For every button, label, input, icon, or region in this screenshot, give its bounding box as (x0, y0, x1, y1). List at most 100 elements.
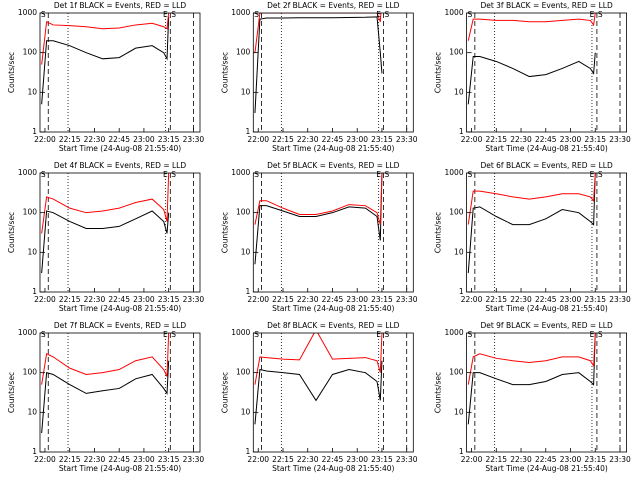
annotation: S (598, 170, 603, 179)
y-tick-label: 100 (236, 368, 251, 377)
annotation: S (254, 330, 259, 339)
x-tick-label: 22:15 (59, 295, 81, 304)
y-tick-label: 10 (454, 247, 464, 256)
annotation: E (590, 330, 595, 339)
series-line (254, 173, 383, 225)
series-line (41, 173, 170, 234)
series-line (254, 333, 383, 385)
chart-title: Det 5f BLACK = Events, RED = LLD (267, 161, 400, 170)
annotation: E (163, 170, 168, 179)
x-axis-label: Start Time (24-Aug-08 21:55:40) (272, 464, 394, 473)
x-tick-label: 23:00 (560, 135, 582, 144)
x-tick-label: 23:30 (609, 135, 631, 144)
y-axis-label: Counts/sec (220, 372, 229, 413)
x-tick-label: 23:15 (371, 135, 393, 144)
x-tick-label: 23:30 (183, 295, 205, 304)
y-tick-label: 1000 (18, 168, 37, 177)
x-tick-label: 23:30 (183, 135, 205, 144)
y-tick-label: 10 (27, 87, 37, 96)
x-tick-label: 22:30 (297, 455, 319, 464)
x-axis-label: Start Time (24-Aug-08 21:55:40) (485, 464, 607, 473)
x-tick-label: 22:15 (59, 455, 81, 464)
series-line (41, 360, 170, 434)
x-tick-label: 23:00 (133, 295, 155, 304)
y-tick-label: 1000 (445, 168, 464, 177)
plot-frame (252, 332, 414, 453)
annotation: E (376, 170, 381, 179)
x-tick-label: 23:15 (584, 295, 606, 304)
annotation: S (468, 10, 473, 19)
x-tick-label: 22:45 (322, 455, 344, 464)
y-axis-label: Counts/sec (220, 52, 229, 93)
y-tick-label: 100 (23, 208, 38, 217)
y-tick-label: 1000 (231, 8, 250, 17)
x-tick-label: 22:15 (485, 295, 507, 304)
y-axis-label: Counts/sec (7, 372, 16, 413)
series-line (254, 16, 383, 114)
x-tick-label: 23:15 (584, 455, 606, 464)
y-axis-label: Counts/sec (220, 212, 229, 253)
annotation: S (41, 10, 46, 19)
x-tick-label: 22:30 (510, 455, 532, 464)
x-tick-label: 23:30 (609, 295, 631, 304)
y-tick-label: 100 (236, 48, 251, 57)
x-tick-label: 22:45 (322, 135, 344, 144)
annotation: E (163, 330, 168, 339)
x-tick-label: 23:30 (396, 295, 418, 304)
x-tick-label: 22:30 (84, 295, 106, 304)
x-tick-label: 22:30 (84, 135, 106, 144)
x-tick-label: 22:15 (272, 295, 294, 304)
y-tick-label: 1 (32, 287, 37, 296)
series-line (41, 210, 170, 274)
y-axis-label: Counts/sec (434, 372, 443, 413)
annotation: S (468, 330, 473, 339)
x-tick-label: 23:00 (560, 455, 582, 464)
annotation: S (254, 10, 259, 19)
x-tick-label: 22:00 (461, 135, 483, 144)
annotation: S (385, 330, 390, 339)
annotation: S (171, 170, 176, 179)
x-tick-label: 22:30 (84, 455, 106, 464)
x-tick-label: 22:15 (59, 135, 81, 144)
series-line (41, 16, 170, 105)
x-tick-label: 22:15 (485, 135, 507, 144)
x-tick-label: 23:15 (158, 455, 180, 464)
y-tick-label: 10 (241, 407, 251, 416)
y-tick-label: 100 (23, 48, 38, 57)
y-tick-label: 1 (246, 127, 251, 136)
y-tick-label: 10 (241, 247, 251, 256)
x-axis-label: Start Time (24-Aug-08 21:55:40) (272, 144, 394, 153)
y-tick-label: 1 (246, 447, 251, 456)
x-tick-label: 22:45 (322, 295, 344, 304)
x-axis-label: Start Time (24-Aug-08 21:55:40) (485, 144, 607, 153)
x-tick-label: 23:00 (346, 455, 368, 464)
x-tick-label: 23:15 (158, 135, 180, 144)
series-line (254, 13, 382, 53)
x-tick-label: 23:00 (133, 455, 155, 464)
annotation: S (254, 170, 259, 179)
chart-title: Det 3f BLACK = Events, RED = LLD (480, 1, 613, 10)
y-tick-label: 10 (454, 87, 464, 96)
y-tick-label: 1 (32, 127, 37, 136)
y-tick-label: 10 (454, 407, 464, 416)
chart-title: Det 2f BLACK = Events, RED = LLD (267, 1, 400, 10)
x-tick-label: 22:45 (535, 135, 557, 144)
x-axis-label: Start Time (24-Aug-08 21:55:40) (59, 304, 181, 313)
y-tick-label: 1000 (231, 168, 250, 177)
x-axis-label: Start Time (24-Aug-08 21:55:40) (59, 144, 181, 153)
y-tick-label: 100 (23, 368, 38, 377)
x-tick-label: 22:15 (272, 455, 294, 464)
x-tick-label: 23:30 (183, 455, 205, 464)
y-tick-label: 100 (449, 48, 464, 57)
y-tick-label: 1000 (231, 328, 250, 337)
x-axis-label: Start Time (24-Aug-08 21:55:40) (59, 464, 181, 473)
annotation: S (171, 330, 176, 339)
plot-frame (252, 12, 414, 133)
